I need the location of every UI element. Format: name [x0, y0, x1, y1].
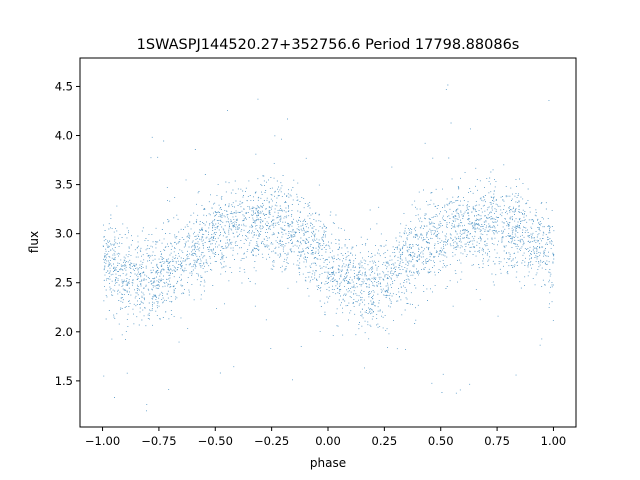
x-tick-label: 0.00	[315, 434, 341, 448]
x-tick-label: −0.50	[198, 434, 233, 448]
data-points	[102, 84, 555, 412]
x-tick-label: −1.00	[85, 434, 120, 448]
y-tick-label: 3.5	[55, 178, 73, 192]
x-tick-label: 1.00	[541, 434, 567, 448]
y-axis-label: flux	[27, 231, 41, 253]
scatter-points	[102, 84, 555, 412]
x-tick-label: −0.75	[141, 434, 176, 448]
y-tick-label: 4.5	[55, 79, 73, 93]
y-tick-label: 1.5	[55, 374, 73, 388]
x-tick-label: 0.50	[428, 434, 454, 448]
x-tick-label: 0.75	[484, 434, 510, 448]
x-tick-label: 0.25	[372, 434, 398, 448]
y-tick-label: 2.0	[55, 325, 73, 339]
y-tick-label: 4.0	[55, 129, 73, 143]
y-tick-label: 2.5	[55, 276, 73, 290]
y-tick-label: 3.0	[55, 227, 73, 241]
x-axis-label: phase	[310, 456, 346, 470]
x-axis-ticks: −1.00 −0.75 −0.50 −0.25 0.00 0.25 0.50 0.75 1.00	[85, 427, 566, 448]
x-tick-label: −0.25	[254, 434, 289, 448]
chart-title: 1SWASPJ144520.27+352756.6 Period 17798.8…	[137, 37, 520, 53]
y-axis-ticks: 1.5 2.0 2.5 3.0 3.5 4.0 4.5	[55, 79, 80, 388]
